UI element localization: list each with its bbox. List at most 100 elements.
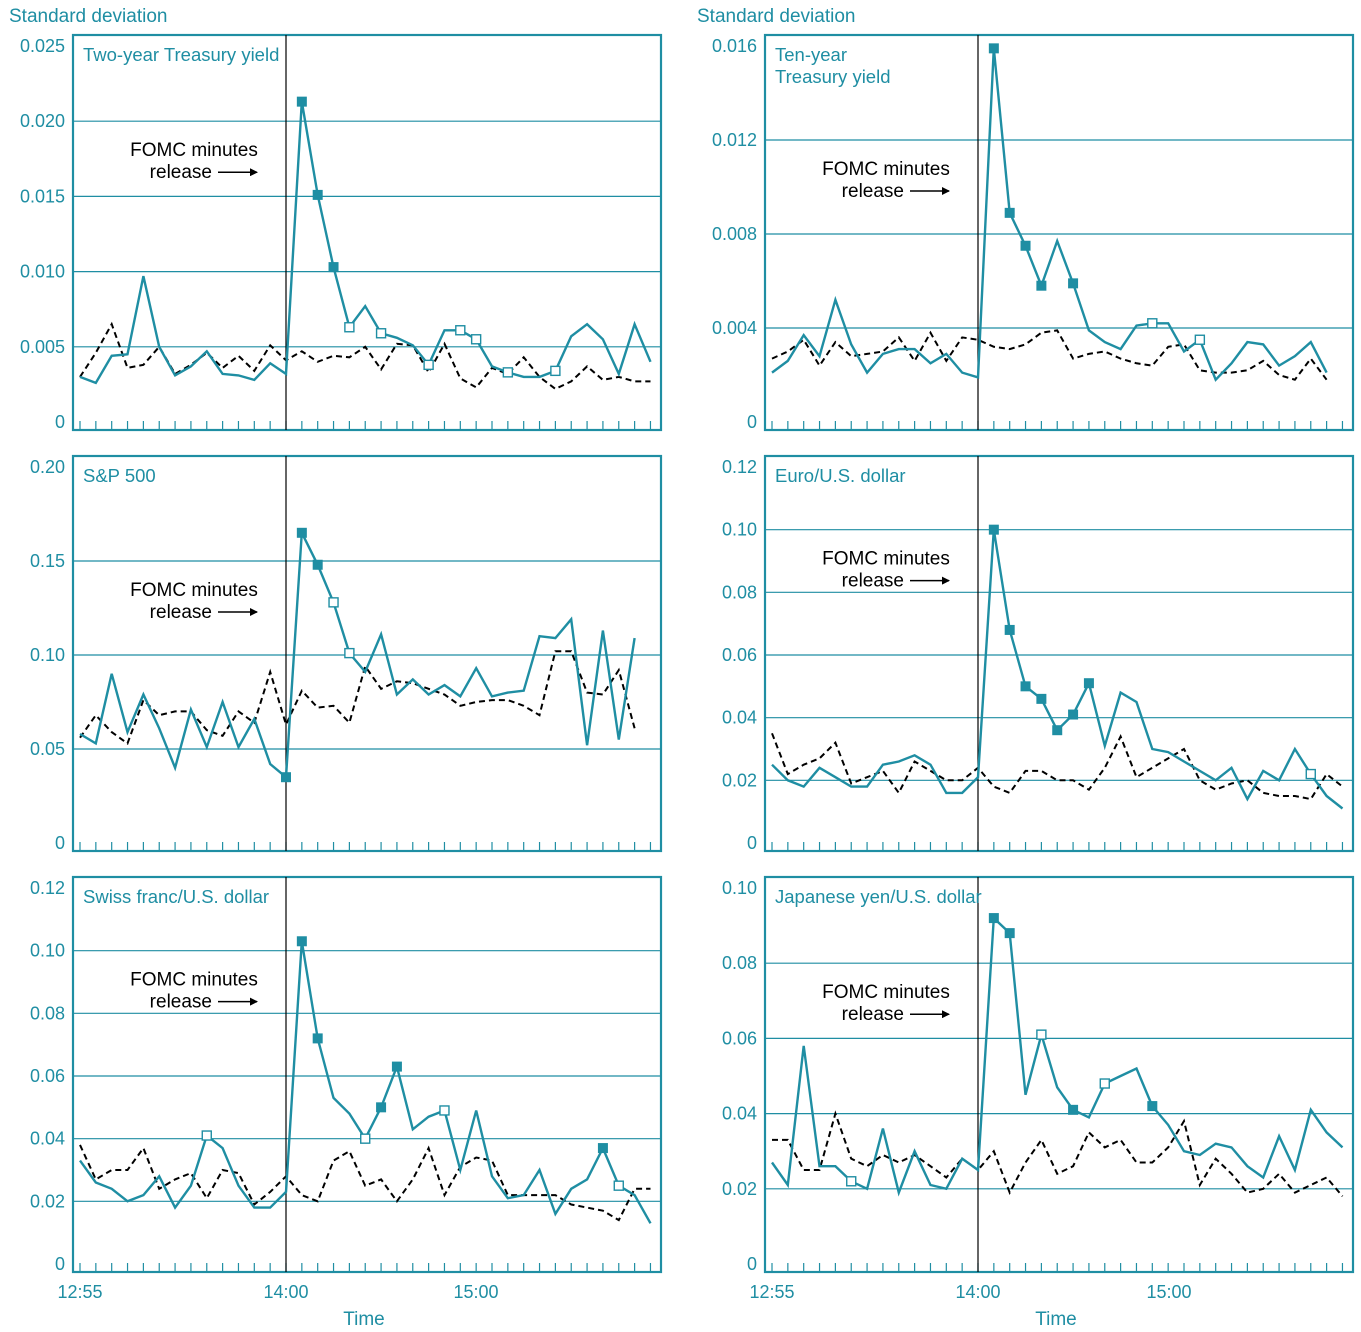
y-tick-label: 0 [747,412,757,432]
x-tick-label-left-1400: 14:00 [263,1282,308,1302]
y-tick-label: 0.06 [722,1028,757,1048]
x-axis-label-right: Time [1035,1309,1077,1330]
significant-marker-open [1099,1078,1110,1089]
y-tick-label: 0.12 [30,878,65,898]
y-tick-label: 0.020 [20,111,65,131]
significant-marker-filled [1020,240,1031,251]
significant-marker-filled [1068,278,1079,289]
significant-marker-filled [1036,693,1047,704]
y-tick-label: 0.08 [722,953,757,973]
significant-marker-filled [1004,624,1015,635]
annotation-label: release [842,571,904,592]
series-line-dashed [79,650,636,745]
annotation-label: release [150,602,212,623]
significant-marker-open [439,1105,450,1116]
significant-marker-open [455,325,466,336]
significant-marker-open [344,647,355,659]
significant-marker-filled [281,772,291,783]
significant-marker-open [423,359,434,371]
panel-title: Swiss franc/U.S. dollar [83,886,269,907]
panel-title: Japanese yen/U.S. dollar [775,886,982,907]
significant-marker-open [344,322,355,333]
significant-marker-open [375,328,387,339]
significant-marker-filled [1004,928,1015,939]
y-tick-label: 0.008 [712,224,757,244]
y-tick-label: 0 [747,833,757,853]
significant-marker-filled [296,527,307,538]
y-tick-label: 0.10 [30,941,65,961]
significant-marker-open [1036,1029,1047,1040]
significant-marker-open [328,597,339,608]
significant-marker-filled [328,262,339,273]
significant-marker-filled [296,96,307,107]
y-tick-label: 0 [747,1254,757,1274]
series-line-dashed [79,1144,651,1222]
annotation-label: FOMC minutes [822,549,950,570]
significant-marker-open [360,1133,371,1144]
y-tick-label: 0.02 [30,1191,65,1211]
y-tick-label: 0.06 [30,1066,65,1086]
plot-frame [71,454,663,853]
y-tick-label: 0 [55,833,65,853]
significant-marker-filled [1036,280,1047,291]
chart-swiss-franc-u-s-dollar: 0 0.02 0.04 0.06 0.08 0.10 0.12 Swiss franc/U.S… [30,875,663,1274]
series-line-dashed [772,1110,1344,1197]
y-tick-label: 0.016 [712,36,757,56]
significant-marker-open [201,1130,212,1141]
series-line-dashed [771,329,1328,381]
panel-title: Two-year Treasury yield [83,44,279,65]
plot-frame [763,875,1355,1274]
panel-title: S&P 500 [83,465,156,486]
significant-marker-filled [312,559,323,570]
y-tick-label: 0.025 [20,36,65,56]
y-tick-label: 0.04 [722,1104,757,1124]
y-tick-label: 0.015 [20,186,65,206]
x-tick-label-right-1500: 15:00 [1146,1282,1191,1302]
series-line-dashed [771,732,1344,801]
plot-frame [71,33,663,432]
significant-marker-filled [1052,725,1063,736]
significant-marker-filled [1068,709,1079,720]
significant-marker-filled [296,936,307,947]
significant-marker-filled [312,189,323,200]
y-tick-label: 0.10 [30,645,65,665]
y-tick-label: 0 [55,1254,65,1274]
y-tick-label: 0.012 [712,130,757,150]
significant-marker-filled [391,1061,402,1072]
significant-marker-filled [1147,1101,1158,1112]
y-tick-label: 0.005 [20,337,65,357]
y-tick-label: 0.010 [20,262,65,282]
significant-marker-open [470,334,482,345]
y-tick-label: 0.10 [722,878,757,898]
annotation-label: FOMC minutes [130,580,258,601]
annotation-label: release [842,1004,904,1025]
y-axis-caption-left: Standard deviation [9,6,167,27]
significant-marker-filled [1068,1104,1079,1115]
annotation-label: release [842,181,904,202]
plot-frame [763,454,1355,853]
significant-marker-filled [1083,678,1094,689]
y-tick-label: 0.05 [30,739,65,759]
significant-marker-filled [597,1143,608,1154]
significant-marker-filled [988,43,999,54]
y-tick-label: 0.15 [30,551,65,571]
annotation-label: FOMC minutes [130,970,258,991]
x-tick-label-right-1400: 14:00 [955,1282,1000,1302]
y-tick-label: 0.04 [30,1129,65,1149]
x-tick-label-left-1255: 12:55 [57,1282,102,1302]
panel-title: Treasury yield [775,66,891,87]
annotation-label: FOMC minutes [822,982,950,1003]
significant-marker-filled [988,913,999,924]
x-tick-label-right-1255: 12:55 [749,1282,794,1302]
chart-s-p-500: 0 0.05 0.10 0.15 0.20 S&P 500 FOMC minutesrele… [30,454,663,853]
chart-japanese-yen-u-s-dollar: 0 0.02 0.04 0.06 0.08 0.10 Japanese yen/U.S. d… [722,875,1355,1274]
x-axis-label-left: Time [343,1309,385,1330]
panel-title: Euro/U.S. dollar [775,465,906,486]
significant-marker-open [613,1180,624,1191]
significant-marker-open [846,1176,857,1187]
significant-marker-open [1305,768,1316,780]
y-tick-label: 0.08 [722,582,757,602]
